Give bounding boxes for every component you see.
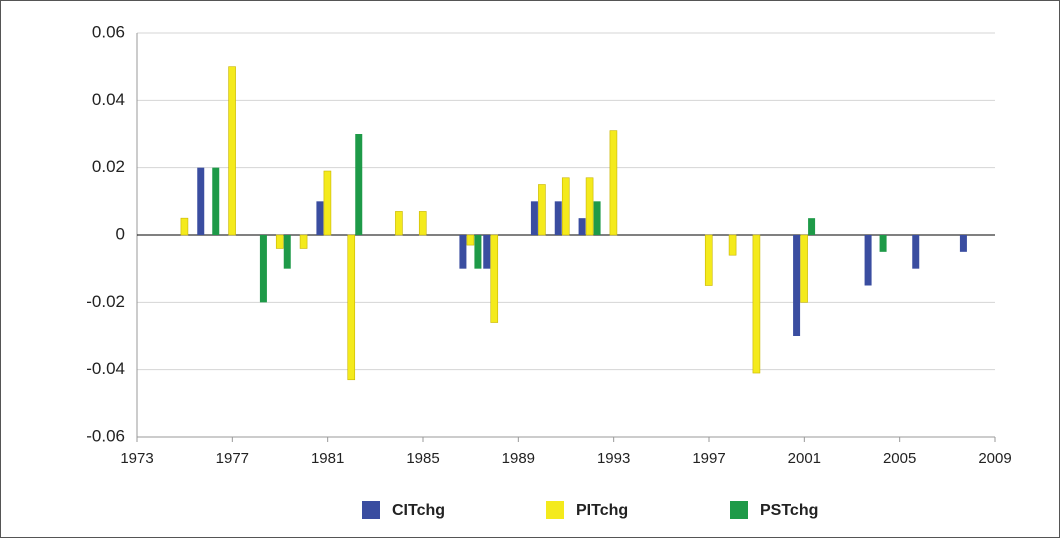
- bar: [593, 201, 601, 235]
- bar: [483, 235, 491, 269]
- bar: [728, 234, 737, 256]
- y-tick-label: 0: [116, 224, 125, 243]
- bar: [752, 234, 761, 374]
- bar: [228, 66, 236, 236]
- legend-swatch: [546, 501, 564, 519]
- bar: [959, 235, 967, 252]
- y-tick-label: 0.06: [92, 22, 125, 41]
- bar: [609, 130, 618, 236]
- bar: [180, 217, 189, 236]
- bar: [283, 235, 291, 269]
- bar: [864, 235, 872, 286]
- legend-label: PSTchg: [760, 502, 818, 519]
- x-tick-label: 2009: [978, 450, 1011, 467]
- y-tick-label: -0.04: [86, 359, 125, 378]
- bar: [212, 167, 220, 235]
- bar: [879, 235, 887, 252]
- bar: [585, 177, 594, 236]
- bar: [561, 177, 570, 236]
- x-tick-label: 2001: [788, 450, 821, 467]
- bar: [395, 211, 403, 236]
- y-tick-label: 0.02: [92, 157, 125, 176]
- bar: [474, 235, 482, 269]
- bar: [912, 235, 920, 269]
- bar: [355, 134, 363, 235]
- bar: [793, 235, 801, 336]
- y-tick-label: -0.02: [86, 292, 125, 311]
- bar: [275, 234, 284, 249]
- bar: [704, 234, 713, 286]
- legend-label: CITchg: [392, 502, 445, 519]
- bar: [418, 211, 427, 236]
- bar: [466, 234, 475, 246]
- bar: [259, 235, 267, 303]
- bar: [554, 201, 562, 235]
- x-tick-label: 1997: [692, 450, 725, 467]
- bar: [808, 218, 816, 235]
- bar: [530, 201, 538, 235]
- bar: [538, 184, 546, 236]
- x-tick-label: 1977: [216, 450, 249, 467]
- bar: [800, 234, 808, 303]
- x-tick-label: 1985: [406, 450, 439, 467]
- legend-label: PITchg: [576, 502, 628, 519]
- x-tick-label: 2005: [883, 450, 916, 467]
- bar: [323, 170, 332, 236]
- x-tick-label: 1973: [120, 450, 153, 467]
- bar: [316, 201, 324, 235]
- bar: [459, 235, 467, 269]
- x-tick-label: 1993: [597, 450, 630, 467]
- bar: [197, 167, 205, 235]
- bar: [490, 234, 499, 323]
- legend-swatch: [730, 501, 748, 519]
- legend-swatch: [362, 501, 380, 519]
- bar: [347, 234, 356, 381]
- y-tick-label: -0.06: [86, 426, 125, 445]
- x-tick-label: 1981: [311, 450, 344, 467]
- bar: [299, 234, 308, 249]
- bar: [578, 218, 586, 235]
- x-tick-label: 1989: [502, 450, 535, 467]
- y-tick-label: 0.04: [92, 90, 125, 109]
